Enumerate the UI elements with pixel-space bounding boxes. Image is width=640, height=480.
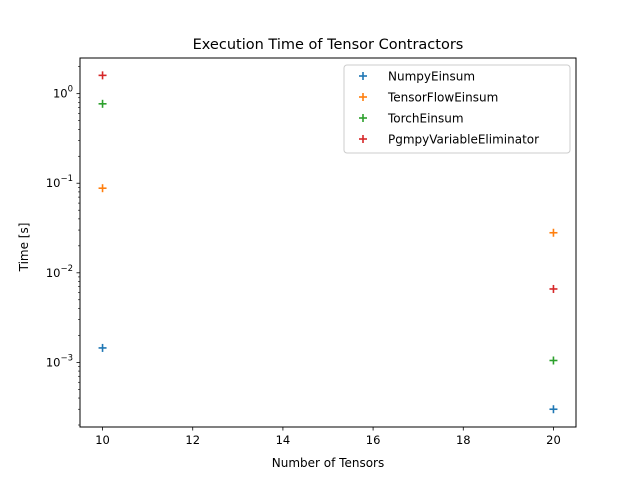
legend-marker	[359, 93, 367, 101]
y-tick-base: 10	[46, 355, 61, 369]
y-tick-exponent: −3	[60, 353, 73, 363]
data-point	[549, 356, 558, 365]
data-point	[549, 284, 558, 293]
data-point	[98, 99, 107, 108]
legend-item: PgmpyVariableEliminator	[359, 133, 539, 147]
y-tick-exponent: −1	[60, 174, 73, 184]
legend-marker	[359, 114, 367, 122]
legend-label: NumpyEinsum	[388, 70, 475, 84]
x-axis-label: Number of Tensors	[272, 456, 384, 470]
legend-item: TorchEinsum	[359, 112, 464, 126]
y-tick-label: 10−3	[46, 353, 73, 369]
y-tick-exponent: −2	[60, 264, 73, 274]
legend-marker	[359, 135, 367, 143]
y-tick-base: 10	[46, 176, 61, 190]
x-tick-label: 14	[276, 433, 291, 447]
y-tick-base: 10	[46, 266, 61, 280]
legend-item: TensorFlowEinsum	[359, 91, 498, 105]
legend-marker	[359, 72, 367, 80]
chart-title: Execution Time of Tensor Contractors	[193, 37, 464, 53]
data-point	[98, 184, 107, 193]
x-tick-label: 18	[456, 433, 471, 447]
y-tick-label: 10−1	[46, 174, 73, 190]
legend-label: TensorFlowEinsum	[387, 91, 498, 105]
y-tick-label: 100	[53, 85, 73, 101]
legend-label: TorchEinsum	[387, 112, 464, 126]
y-tick-exponent: 0	[68, 85, 73, 95]
x-tick-label: 10	[95, 433, 110, 447]
axes-frame	[79, 57, 577, 428]
data-point	[98, 343, 107, 352]
x-tick-label: 12	[185, 433, 200, 447]
legend-label: PgmpyVariableEliminator	[388, 133, 539, 147]
data-point	[549, 228, 558, 237]
legend-frame	[343, 64, 571, 154]
data-point	[549, 405, 558, 414]
legend: NumpyEinsum TensorFlowEinsum TorchEinsum Pg…	[343, 64, 571, 154]
data-point	[98, 71, 107, 80]
y-tick-label: 10−2	[46, 264, 73, 280]
legend-item: NumpyEinsum	[359, 70, 475, 84]
x-tick-label: 16	[366, 433, 381, 447]
y-axis-label: Time [s]	[17, 223, 31, 273]
x-tick-label: 20	[546, 433, 561, 447]
y-tick-base: 10	[53, 87, 68, 101]
